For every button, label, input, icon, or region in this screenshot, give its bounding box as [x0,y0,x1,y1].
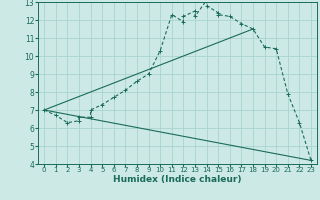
X-axis label: Humidex (Indice chaleur): Humidex (Indice chaleur) [113,175,242,184]
